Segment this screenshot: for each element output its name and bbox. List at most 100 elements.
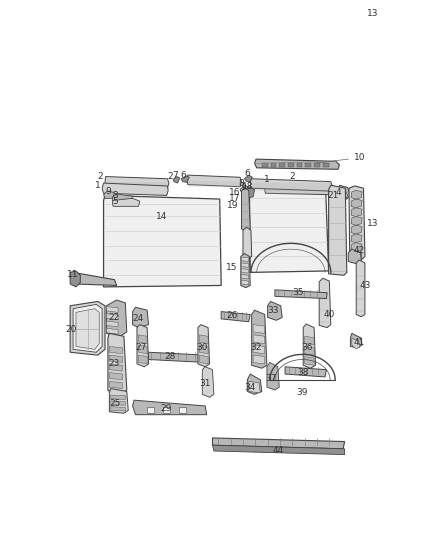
Polygon shape: [262, 163, 268, 167]
Polygon shape: [199, 345, 208, 354]
Text: 27: 27: [136, 343, 147, 352]
Polygon shape: [138, 335, 147, 344]
Text: 22: 22: [108, 313, 119, 322]
Text: 40: 40: [324, 310, 335, 319]
Polygon shape: [148, 352, 207, 362]
Polygon shape: [198, 325, 209, 367]
Polygon shape: [305, 163, 311, 167]
Polygon shape: [103, 191, 114, 198]
Text: 6: 6: [180, 171, 186, 180]
Polygon shape: [199, 355, 208, 364]
Polygon shape: [102, 183, 168, 196]
Text: 13: 13: [367, 9, 378, 18]
Text: 25: 25: [110, 399, 121, 408]
Text: 9: 9: [105, 187, 111, 196]
Text: 38: 38: [297, 368, 309, 377]
Text: 44: 44: [272, 447, 283, 456]
Polygon shape: [106, 306, 118, 312]
Polygon shape: [106, 314, 118, 320]
Text: 39: 39: [297, 389, 308, 398]
Text: 42: 42: [353, 246, 364, 255]
Text: 34: 34: [244, 383, 256, 392]
Text: 14: 14: [156, 212, 167, 221]
Text: 31: 31: [199, 379, 211, 388]
Text: 4: 4: [336, 188, 342, 197]
Polygon shape: [173, 176, 180, 183]
Text: 16: 16: [229, 188, 240, 197]
Polygon shape: [221, 312, 250, 322]
Polygon shape: [199, 335, 208, 344]
Polygon shape: [138, 355, 147, 364]
Text: 19: 19: [227, 201, 239, 210]
Polygon shape: [212, 445, 345, 455]
Text: 6: 6: [244, 169, 250, 178]
Text: 10: 10: [315, 153, 366, 163]
Polygon shape: [110, 373, 123, 380]
Polygon shape: [163, 407, 170, 413]
Polygon shape: [111, 401, 125, 405]
Polygon shape: [285, 367, 326, 377]
Text: 2: 2: [168, 172, 173, 181]
Text: 13: 13: [367, 219, 378, 228]
Polygon shape: [241, 274, 249, 279]
Polygon shape: [254, 159, 339, 169]
Polygon shape: [348, 249, 361, 264]
Text: 21: 21: [327, 191, 339, 200]
Polygon shape: [267, 362, 279, 390]
Polygon shape: [352, 338, 360, 349]
Polygon shape: [108, 333, 127, 393]
Polygon shape: [138, 345, 147, 354]
Polygon shape: [271, 163, 276, 167]
Text: 5: 5: [112, 197, 118, 206]
Polygon shape: [314, 163, 320, 167]
Polygon shape: [111, 395, 125, 399]
Polygon shape: [253, 335, 265, 344]
Text: 37: 37: [265, 374, 276, 383]
Polygon shape: [351, 234, 362, 243]
Polygon shape: [147, 407, 154, 413]
Polygon shape: [241, 257, 249, 262]
Polygon shape: [356, 260, 365, 317]
Polygon shape: [112, 194, 133, 201]
Polygon shape: [106, 328, 118, 334]
Text: 43: 43: [359, 281, 371, 290]
Polygon shape: [70, 271, 80, 287]
Text: 29: 29: [160, 405, 172, 414]
Polygon shape: [250, 179, 332, 191]
Polygon shape: [103, 196, 221, 287]
Polygon shape: [241, 189, 252, 197]
Text: 1: 1: [264, 175, 270, 184]
Polygon shape: [181, 176, 189, 182]
Text: 17: 17: [229, 194, 240, 203]
Polygon shape: [244, 175, 252, 182]
Polygon shape: [253, 355, 265, 364]
Polygon shape: [305, 336, 314, 345]
Text: 18: 18: [242, 182, 253, 191]
Polygon shape: [133, 400, 207, 415]
Polygon shape: [275, 290, 327, 298]
Polygon shape: [268, 302, 282, 320]
Text: 30: 30: [197, 343, 208, 352]
Text: 3: 3: [112, 191, 118, 200]
Text: 2: 2: [290, 172, 295, 181]
Polygon shape: [241, 280, 249, 285]
Polygon shape: [250, 188, 328, 272]
Polygon shape: [243, 228, 252, 259]
Text: 32: 32: [251, 343, 262, 352]
Polygon shape: [70, 272, 117, 286]
Polygon shape: [241, 269, 249, 273]
Polygon shape: [249, 381, 260, 393]
Polygon shape: [112, 198, 140, 206]
Polygon shape: [351, 190, 362, 199]
Polygon shape: [70, 302, 105, 355]
Text: 28: 28: [165, 352, 176, 361]
Polygon shape: [297, 163, 303, 167]
Polygon shape: [351, 199, 362, 208]
Polygon shape: [241, 254, 250, 288]
Polygon shape: [288, 163, 294, 167]
Text: 35: 35: [293, 288, 304, 297]
Polygon shape: [328, 185, 347, 275]
Polygon shape: [110, 346, 123, 354]
Polygon shape: [110, 355, 123, 362]
Polygon shape: [106, 321, 118, 327]
